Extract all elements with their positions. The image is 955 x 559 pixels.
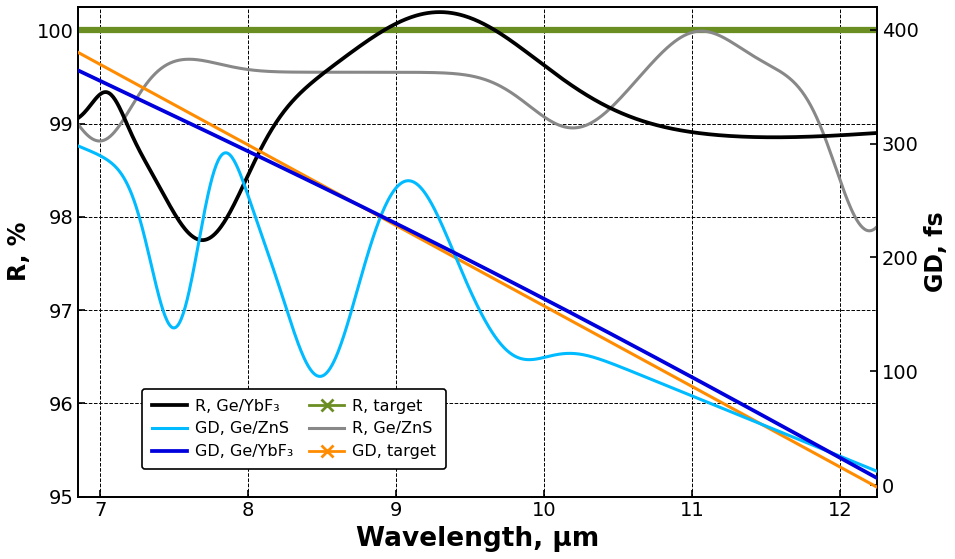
X-axis label: Wavelength, μm: Wavelength, μm bbox=[356, 526, 599, 552]
Legend: R, Ge/YbF₃, GD, Ge/ZnS, GD, Ge/YbF₃, R, target, R, Ge/ZnS, GD, target: R, Ge/YbF₃, GD, Ge/ZnS, GD, Ge/YbF₃, R, … bbox=[142, 389, 446, 469]
Y-axis label: GD, fs: GD, fs bbox=[924, 211, 948, 292]
Y-axis label: R, %: R, % bbox=[7, 222, 31, 282]
